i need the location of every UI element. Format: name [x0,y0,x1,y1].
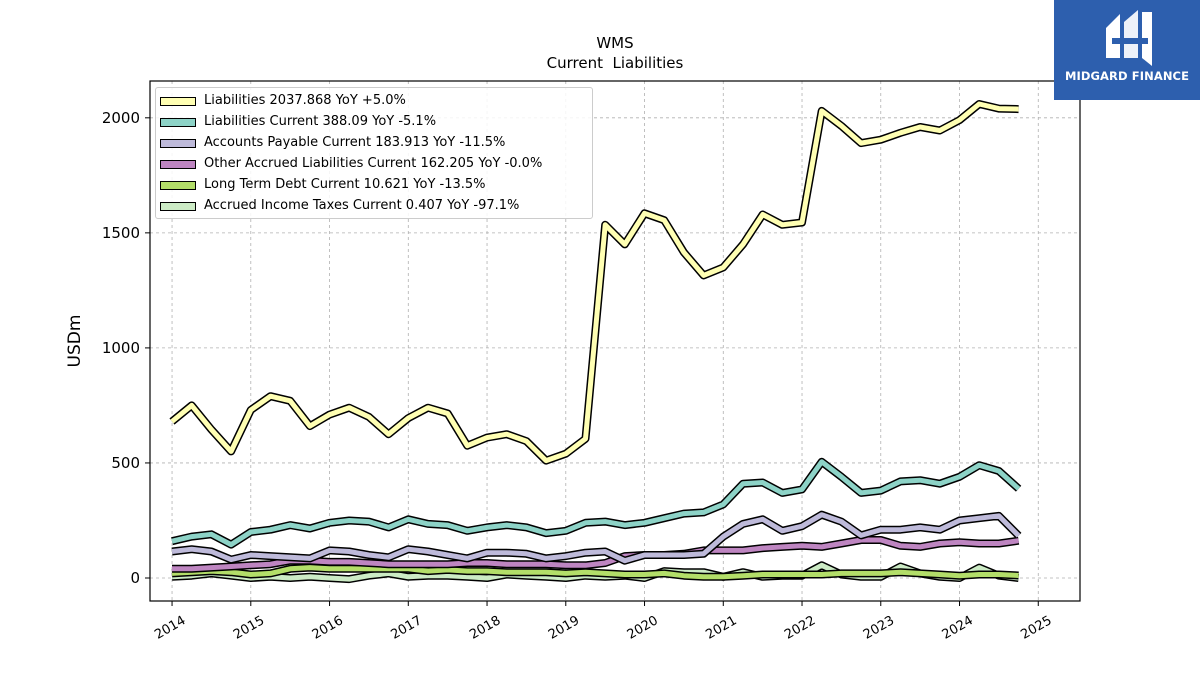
x-tick-label: 2023 [861,613,897,643]
logo-text: MIDGARD FINANCE [1064,69,1190,83]
chart-title: WMS [596,34,633,52]
x-tick-label: 2019 [546,613,582,643]
legend-label: Long Term Debt Current 10.621 YoY -13.5% [204,177,486,192]
x-tick-label: 2022 [782,613,818,643]
x-tick-label: 2025 [1018,613,1054,643]
logo-mark-icon [1106,10,1152,66]
x-tick-label: 2018 [467,613,503,643]
legend-label: Liabilities 2037.868 YoY +5.0% [204,93,406,108]
x-tick-label: 2016 [310,613,346,643]
x-tick-label: 2020 [625,613,661,643]
series-stroke [171,565,1019,580]
legend-swatch [160,118,196,127]
y-tick-label: 0 [130,569,140,587]
y-tick-label: 500 [111,454,140,472]
legend-swatch [160,97,196,106]
y-tick-label: 1500 [102,224,140,242]
x-tick-label: 2024 [940,613,976,643]
y-axis-label: USDm [65,315,85,368]
x-tick-label: 2021 [703,613,739,643]
legend-swatch [160,181,196,190]
series-stroke [170,101,1019,464]
y-tick-label: 1000 [102,339,140,357]
brand-logo: MIDGARD FINANCE [1054,0,1200,100]
x-tick-label: 2017 [388,613,424,643]
legend-label: Other Accrued Liabilities Current 162.20… [204,156,543,171]
legend-swatch [160,202,196,211]
series-line [169,100,1019,465]
legend-swatch [160,139,196,148]
series-stroke [171,459,1021,548]
series-lines [169,100,1022,584]
series-stroke [171,512,1021,564]
legend: Liabilities 2037.868 YoY +5.0% Liabilitie… [155,87,593,219]
legend-label: Accounts Payable Current 183.913 YoY -11… [204,135,506,150]
x-tick-label: 2015 [231,613,267,643]
y-tick-label: 2000 [102,109,140,127]
x-tick-label: 2014 [152,613,188,643]
plot-frame [149,80,1081,602]
series-line [171,563,1019,581]
series-line [171,510,1022,565]
series-line [171,457,1022,549]
legend-swatch [160,160,196,169]
legend-label: Liabilities Current 388.09 YoY -5.1% [204,114,437,129]
chart-subtitle: Current Liabilities [547,54,684,72]
legend-label: Accrued Income Taxes Current 0.407 YoY -… [204,198,520,213]
